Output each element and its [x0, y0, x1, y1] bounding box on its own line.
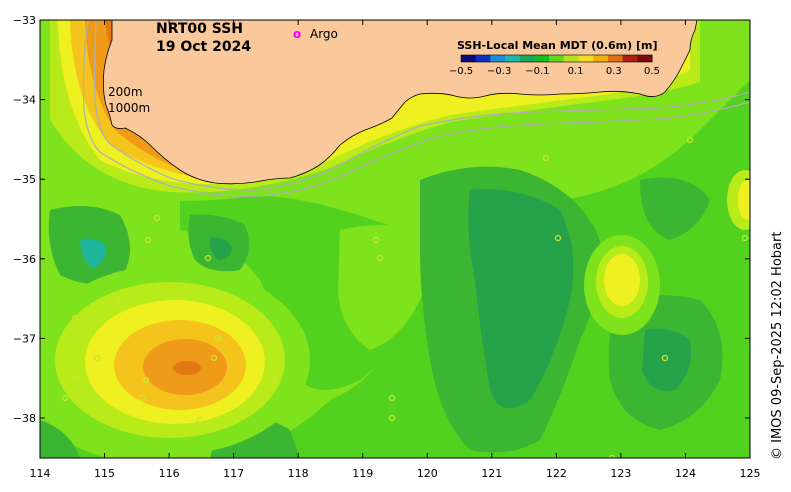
lat-tick-label: −36 [13, 253, 36, 266]
colorbar-tick-label: −0.5 [449, 66, 473, 77]
ssh-eddy-ne-core [738, 180, 750, 220]
colorbar-swatch [461, 55, 477, 62]
lon-tick-label: 116 [159, 467, 180, 480]
map-title-line2: 19 Oct 2024 [156, 39, 251, 55]
map-title-line1: NRT00 SSH [156, 21, 243, 37]
colorbar-tick-label: 0.3 [606, 66, 622, 77]
colorbar-tick-label: −0.3 [487, 66, 511, 77]
colorbar-frame [460, 54, 653, 63]
ssh-trough-west-inner [80, 238, 106, 268]
ssh-band-light2 [338, 225, 430, 350]
ssh-eddy-sw-6 [173, 361, 201, 375]
ssh-eddy-east-core [604, 254, 640, 306]
colorbar-swatch [549, 55, 565, 62]
lat-tick-label: −34 [13, 94, 36, 107]
lat-tick-label: −35 [13, 173, 36, 186]
colorbar-swatch [505, 55, 521, 62]
isobath-200m-label: 200m [108, 85, 143, 99]
lon-tick-label: 119 [352, 467, 373, 480]
lat-tick-label: −37 [13, 332, 36, 345]
colorbar-tick-label: 0.1 [568, 66, 584, 77]
isobath-200m [94, 20, 750, 191]
lon-tick-label: 117 [223, 467, 244, 480]
axis-ticks: 114 115 116 117 118 119 120 121 122 123 124 125 −33 −… [13, 14, 761, 480]
lon-tick-label: 124 [675, 467, 696, 480]
colorbar-swatch [607, 55, 624, 62]
colorbar-swatch [475, 55, 491, 62]
isobath-1000m [82, 20, 750, 197]
colorbar-tick-label: −0.1 [525, 66, 549, 77]
imos-credit: © IMOS 09-Sep-2025 12:02 Hobart [770, 232, 785, 460]
colorbar-swatch [622, 55, 638, 62]
lon-tick-label: 120 [417, 467, 438, 480]
colorbar-swatch [519, 55, 535, 62]
ssh-trough-east [640, 177, 710, 240]
argo-legend-icon: o [293, 27, 301, 41]
colorbar-swatches [460, 54, 653, 63]
ssh-trough-mid-inner [209, 237, 232, 260]
colorbar-swatch [563, 55, 580, 62]
lon-tick-label: 115 [94, 467, 115, 480]
colorbar-labels: −0.5 −0.3 −0.1 0.1 0.3 0.5 [449, 66, 660, 77]
lat-tick-label: −38 [13, 412, 36, 425]
lon-tick-label: 122 [546, 467, 567, 480]
colorbar: SSH-Local Mean MDT (0.6m) [m] −0.5 −0.3 −0… [449, 39, 660, 77]
colorbar-tick-label: 0.5 [644, 66, 660, 77]
plot-frame [39, 19, 751, 459]
float-markers [61, 136, 749, 458]
lon-tick-label: 123 [610, 467, 631, 480]
ssh-trough-inner [468, 189, 574, 408]
argo-legend-label: Argo [310, 27, 338, 41]
ssh-trough-sw [40, 420, 80, 458]
isobath-1000m-label: 1000m [108, 101, 150, 115]
colorbar-swatch [578, 55, 594, 62]
colorbar-swatch [534, 55, 550, 62]
lon-tick-label: 118 [288, 467, 309, 480]
colorbar-swatch [490, 55, 506, 62]
colorbar-swatch [637, 55, 653, 62]
colorbar-title: SSH-Local Mean MDT (0.6m) [m] [457, 39, 657, 52]
lon-tick-label: 114 [30, 467, 51, 480]
lon-tick-label: 121 [481, 467, 502, 480]
lat-tick-label: −33 [13, 14, 36, 27]
colorbar-swatch [593, 55, 609, 62]
lon-tick-label: 125 [740, 467, 761, 480]
ssh-field [40, 20, 750, 458]
